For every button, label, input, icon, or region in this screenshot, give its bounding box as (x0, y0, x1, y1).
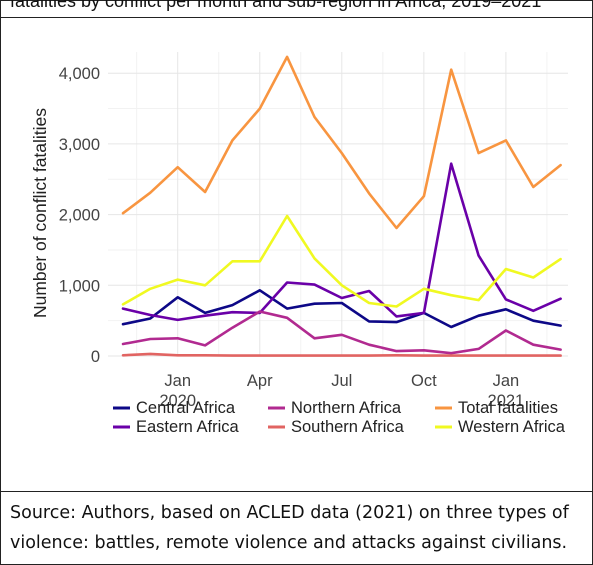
series-line-eastern-africa (121, 162, 562, 322)
x-tick-label: Oct (411, 372, 437, 390)
series-line-southern-africa (121, 352, 562, 357)
y-tick-label: 3,000 (59, 136, 100, 154)
x-tick-label: Jan (493, 372, 520, 390)
x-tick-year-label: 2021 (488, 392, 525, 410)
y-axis-ticks: 0 1,000 2,000 3,000 4,000 (59, 65, 100, 366)
x-axis-ticks: Jan 2020 Apr Jul Oct Jan 2021 (159, 372, 524, 410)
legend-label-northern-africa: Northern Africa (291, 399, 402, 417)
x-tick-label: Jan (164, 372, 191, 390)
legend: Central Africa Northern Africa Total fatal… (113, 399, 566, 436)
x-tick-label: Apr (247, 372, 273, 390)
header-divider (0, 17, 593, 18)
series-layer (121, 55, 562, 357)
y-tick-label: 2,000 (59, 207, 100, 225)
figure-title-partial: fatalities by conflict per month and sub… (10, 0, 542, 11)
y-tick-label: 0 (91, 348, 100, 366)
x-tick-year-label: 2020 (159, 392, 196, 410)
series-line-total-fatalities (121, 55, 562, 230)
y-tick-label: 1,000 (59, 277, 100, 295)
series-line-central-africa (121, 288, 562, 329)
legend-label-total-fatalities: Total fatalities (458, 399, 558, 417)
x-tick-label: Jul (331, 372, 352, 390)
legend-label-eastern-africa: Eastern Africa (136, 418, 240, 436)
y-axis-label: Number of conflict fatalities (30, 108, 50, 318)
series-line-western-africa (121, 214, 562, 308)
y-tick-label: 4,000 (59, 65, 100, 83)
caption-divider (0, 491, 593, 492)
legend-label-southern-africa: Southern Africa (291, 418, 405, 436)
series-line-northern-africa (121, 310, 562, 355)
legend-label-central-africa: Central Africa (136, 399, 236, 417)
source-caption: Source: Authors, based on ACLED data (20… (10, 503, 569, 553)
legend-label-western-africa: Western Africa (458, 418, 566, 436)
